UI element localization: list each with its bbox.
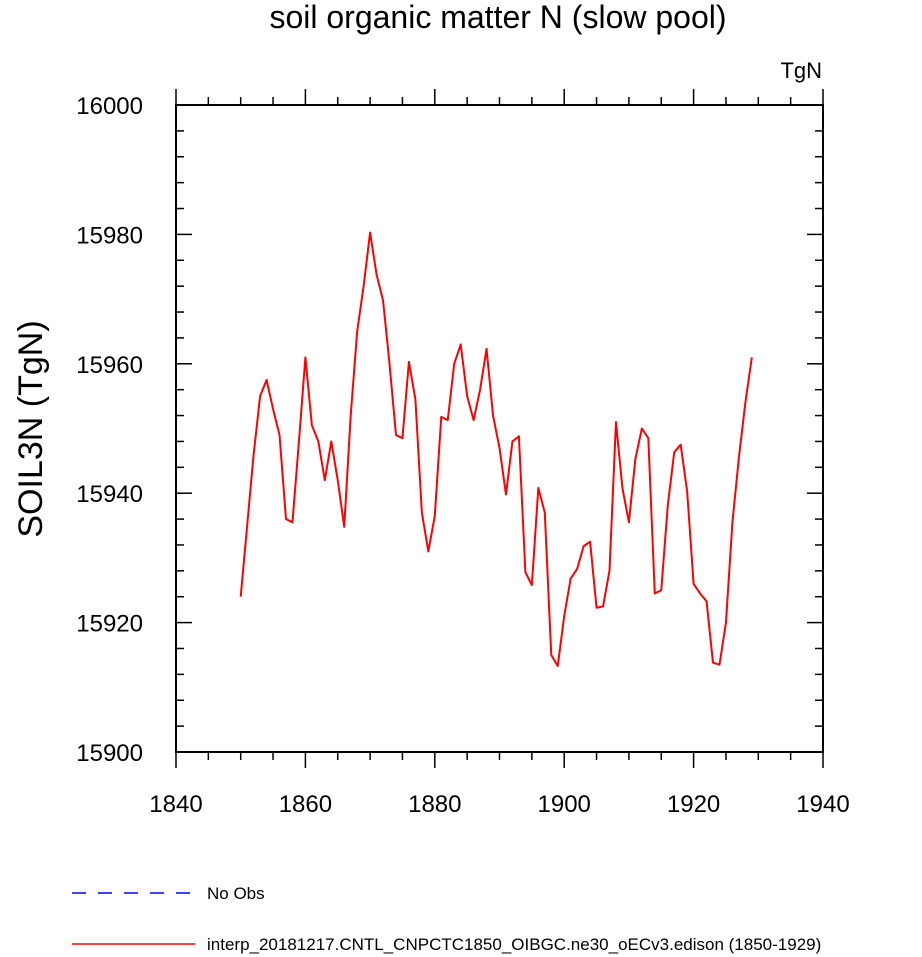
y-tick-label: 15980 <box>76 222 143 249</box>
y-tick-label: 15900 <box>76 740 143 767</box>
y-tick-label: 15920 <box>76 611 143 638</box>
y-tick-label: 15940 <box>76 481 143 508</box>
y-axis-label: SOIL3N (TgN) <box>12 320 50 537</box>
x-tick-label: 1880 <box>408 791 461 818</box>
x-tick-label: 1920 <box>667 791 720 818</box>
y-tick-label: 15960 <box>76 352 143 379</box>
plot-frame <box>175 104 824 753</box>
legend-label-model-run: interp_20181217.CNTL_CNPCTC1850_OIBGC.ne… <box>207 935 821 954</box>
legend-label-no-obs: No Obs <box>207 884 265 903</box>
chart-title: soil organic matter N (slow pool) <box>269 0 726 35</box>
series-line-model-run <box>239 231 753 667</box>
x-tick-label: 1940 <box>796 791 849 818</box>
x-tick-label: 1860 <box>279 791 332 818</box>
y-tick-label: 16000 <box>76 93 143 120</box>
x-tick-label: 1840 <box>149 791 202 818</box>
units-label: TgN <box>780 58 822 83</box>
x-tick-label: 1900 <box>538 791 591 818</box>
